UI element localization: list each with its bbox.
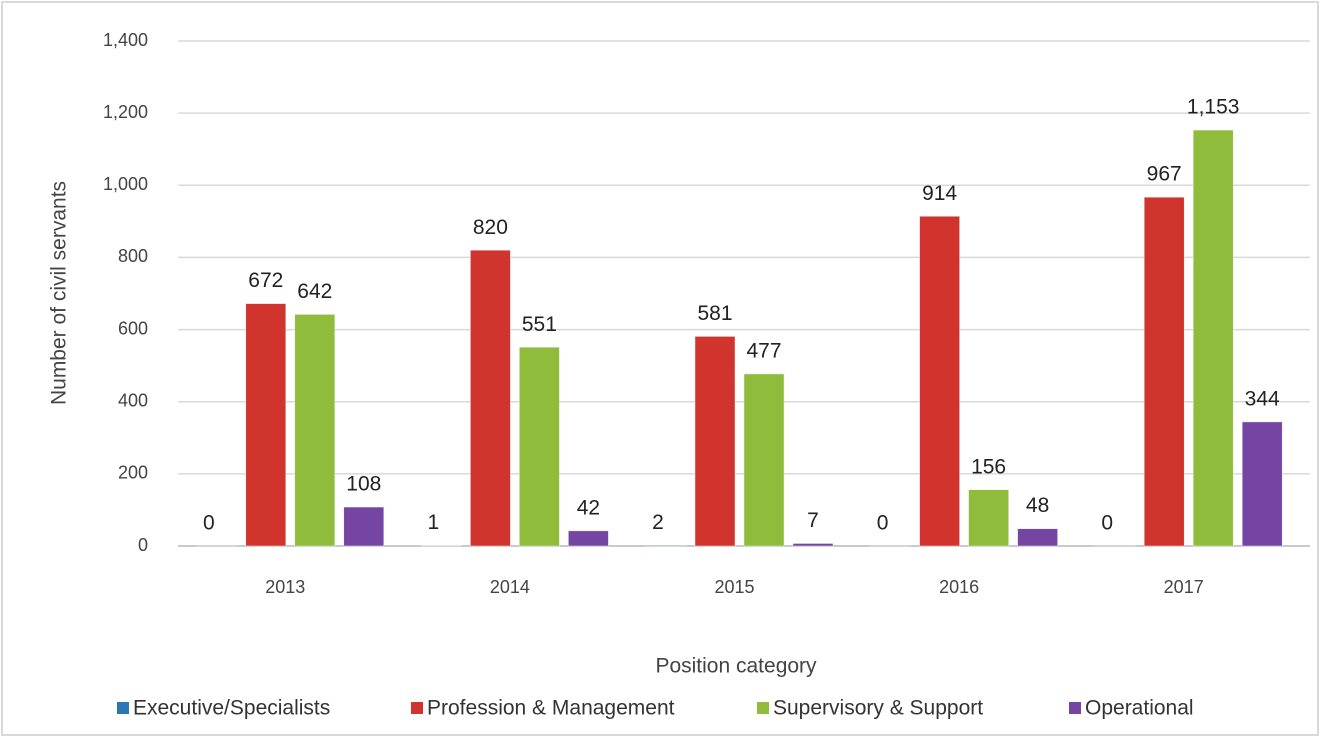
bar [919, 216, 960, 547]
value-label: 0 [1101, 512, 1113, 535]
legend-swatch [117, 702, 129, 714]
value-label: 344 [1245, 387, 1280, 410]
value-label: 967 [1147, 163, 1182, 186]
x-tick-label: 2017 [1164, 577, 1204, 597]
value-label: 1 [428, 511, 440, 534]
y-tick-label: 1,400 [103, 30, 148, 50]
bar [743, 373, 785, 547]
bar [343, 506, 385, 547]
bar [519, 346, 560, 547]
legend-swatch [757, 702, 769, 714]
value-label: 642 [297, 280, 332, 303]
bar [694, 336, 736, 547]
legend-label: Executive/Specialists [133, 697, 330, 720]
y-tick-label: 400 [118, 390, 148, 410]
value-label: 581 [697, 302, 732, 325]
value-label: 108 [346, 473, 381, 496]
legend-label: Operational [1085, 697, 1194, 720]
value-label: 0 [203, 512, 215, 535]
bar [1143, 196, 1185, 547]
value-label: 477 [746, 339, 781, 362]
y-axis-title: Number of civil servants [48, 181, 71, 405]
y-tick-label: 1,000 [103, 174, 148, 194]
bar [470, 249, 511, 547]
x-tick-label: 2014 [490, 577, 530, 597]
value-label: 672 [248, 269, 283, 292]
value-label: 551 [522, 313, 557, 336]
y-tick-label: 600 [118, 318, 148, 338]
value-label: 2 [652, 511, 664, 534]
bar [1241, 421, 1283, 547]
x-tick-label: 2015 [714, 577, 754, 597]
value-label: 48 [1026, 494, 1049, 517]
legend-swatch [1069, 702, 1081, 714]
y-tick-label: 1,200 [103, 102, 148, 122]
value-label: 156 [971, 455, 1006, 478]
legend-label: Profession & Management [427, 697, 675, 720]
value-label: 7 [807, 509, 819, 532]
bar [1192, 129, 1234, 547]
x-tick-label: 2016 [939, 577, 979, 597]
x-axis-title: Position category [655, 655, 817, 678]
bar [245, 303, 287, 547]
value-label: 42 [577, 496, 600, 519]
bar [968, 489, 1009, 547]
y-tick-label: 0 [138, 535, 148, 555]
value-label: 820 [473, 216, 508, 239]
bar [792, 543, 834, 547]
value-label: 914 [922, 182, 957, 205]
bar [1017, 528, 1058, 547]
bar [645, 545, 687, 547]
bar [294, 314, 336, 547]
x-tick-label: 2013 [265, 577, 305, 597]
legend-swatch [411, 702, 423, 714]
y-tick-label: 800 [118, 246, 148, 266]
bar [568, 530, 609, 547]
y-tick-label: 200 [118, 463, 148, 483]
value-label: 1,153 [1187, 96, 1240, 119]
legend-label: Supervisory & Support [773, 697, 983, 720]
value-label: 0 [877, 512, 889, 535]
